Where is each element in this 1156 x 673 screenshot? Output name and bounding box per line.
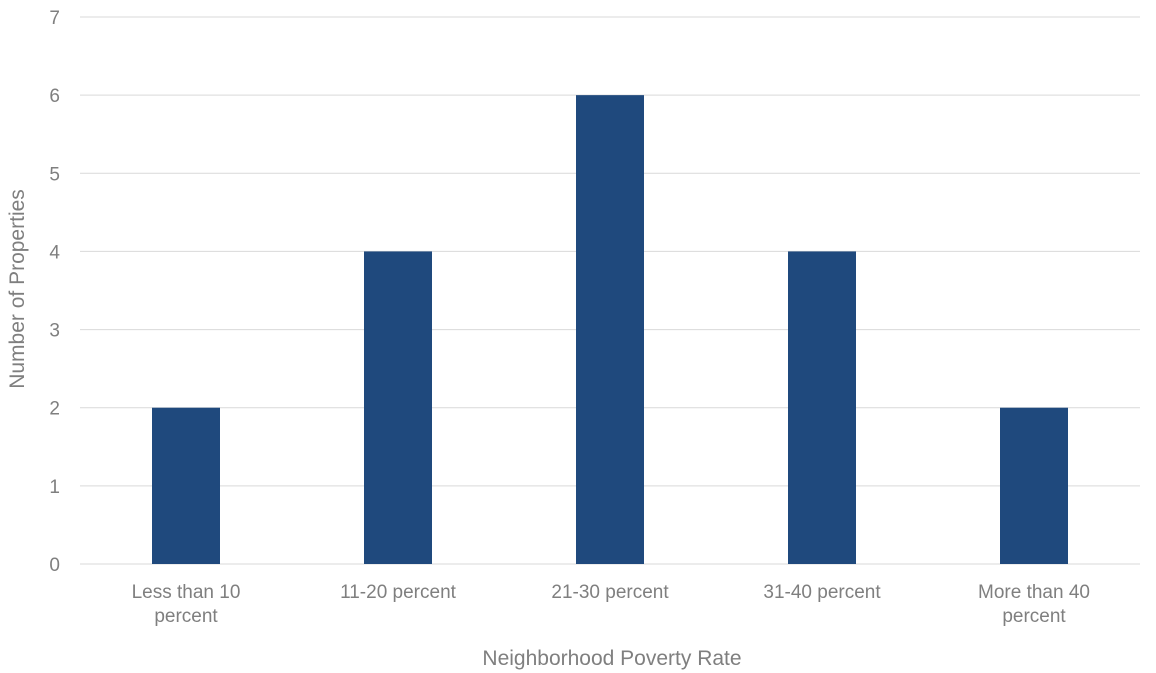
y-tick-label: 6	[49, 86, 60, 107]
y-tick-label: 5	[49, 164, 60, 185]
y-tick-label: 2	[49, 399, 60, 420]
bars	[152, 95, 1068, 565]
x-tick-label: 21-30 percent	[551, 582, 669, 603]
x-tick-label: More than 40	[978, 582, 1090, 603]
bar	[152, 407, 220, 564]
bar	[1000, 407, 1068, 564]
y-tick-label: 3	[49, 321, 60, 342]
y-tick-label: 1	[49, 477, 60, 498]
x-axis-title: Neighborhood Poverty Rate	[482, 647, 741, 670]
bar	[576, 95, 644, 565]
bar	[364, 251, 432, 564]
bar	[788, 251, 856, 564]
x-tick-label: Less than 10	[132, 582, 241, 603]
y-axis-title: Number of Properties	[6, 189, 29, 389]
x-tick-label: percent	[1002, 606, 1066, 627]
y-tick-label: 4	[49, 242, 60, 263]
y-tick-label: 7	[49, 8, 60, 29]
y-tick-label: 0	[49, 555, 60, 576]
x-tick-label: percent	[154, 606, 218, 627]
x-tick-label: 31-40 percent	[763, 582, 881, 603]
y-axis-ticks: 0 1 2 3 4 5 6 7	[49, 8, 60, 576]
x-tick-label: 11-20 percent	[340, 582, 457, 603]
x-axis-ticks: Less than 10 percent 11-20 percent 21-30 pe…	[132, 582, 1090, 627]
